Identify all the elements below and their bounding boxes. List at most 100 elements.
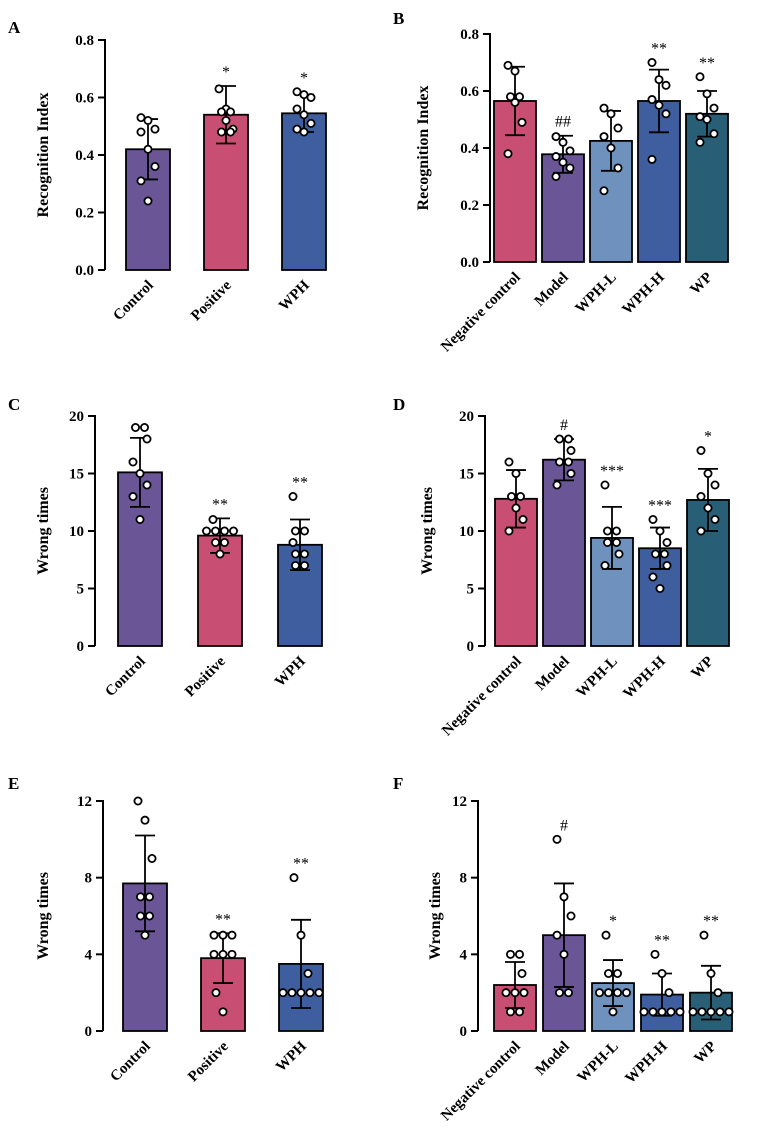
x-tick-label: Negative control	[438, 270, 524, 356]
data-point	[710, 480, 720, 490]
data-point	[505, 1007, 515, 1017]
data-point	[696, 445, 706, 455]
data-point	[136, 176, 146, 186]
y-tick-label: 8	[85, 871, 93, 887]
data-point	[504, 457, 514, 467]
significance-marker: *	[609, 913, 617, 930]
data-point	[657, 1007, 667, 1017]
y-tick-label: 5	[77, 582, 85, 598]
panel-letter: B	[393, 9, 404, 28]
data-point	[227, 930, 237, 940]
data-point	[647, 95, 657, 105]
data-point	[566, 445, 576, 455]
data-point	[724, 1007, 734, 1017]
data-point	[600, 561, 610, 571]
bar-group: ** WP	[688, 913, 734, 1067]
data-point	[654, 75, 664, 85]
data-point	[702, 89, 712, 99]
bar-group: # Model	[533, 817, 586, 1079]
significance-marker: #	[560, 417, 568, 434]
x-tick-label: WPH-H	[619, 269, 668, 318]
bar-group: # Model	[533, 417, 586, 694]
data-point	[688, 1007, 698, 1017]
bar-group: Control	[110, 113, 171, 324]
data-point	[696, 491, 706, 501]
x-tick-label: WP	[687, 270, 715, 298]
data-point	[606, 109, 616, 119]
data-point	[606, 143, 616, 153]
data-point	[599, 132, 609, 142]
data-point	[210, 526, 220, 536]
data-point	[218, 930, 228, 940]
data-point	[564, 457, 574, 467]
x-tick-label: WP	[691, 1039, 719, 1067]
data-point	[661, 109, 671, 119]
data-point	[150, 161, 160, 171]
data-point	[216, 127, 226, 137]
data-point	[706, 969, 716, 979]
data-point	[515, 1007, 525, 1017]
data-point	[566, 911, 576, 921]
bar	[117, 471, 163, 647]
data-point	[604, 988, 614, 998]
y-tick-label: 0.4	[460, 141, 479, 157]
significance-marker: **	[212, 496, 228, 513]
y-tick-label: 0.2	[75, 206, 94, 222]
data-point	[703, 503, 713, 513]
significance-marker: ##	[555, 114, 571, 131]
y-axis-label: Wrong times	[419, 487, 436, 575]
y-axis-label: Wrong times	[35, 872, 52, 960]
data-point	[214, 84, 224, 94]
x-tick-label: WPH	[272, 653, 309, 690]
data-point	[662, 561, 672, 571]
data-point	[510, 97, 520, 107]
y-tick-label: 0	[460, 1024, 468, 1040]
data-point	[648, 515, 658, 525]
data-point	[552, 930, 562, 940]
y-tick-label: 4	[460, 947, 468, 963]
data-point	[144, 892, 154, 902]
x-tick-label: Control	[110, 278, 156, 324]
data-point	[713, 988, 723, 998]
data-point	[552, 480, 562, 490]
data-point	[666, 1007, 676, 1017]
significance-marker: ***	[600, 463, 624, 480]
data-point	[517, 969, 527, 979]
x-tick-label: Model	[533, 1039, 573, 1079]
significance-marker: **	[293, 856, 309, 873]
y-axis-label: Wrong times	[427, 872, 444, 960]
data-point	[651, 549, 661, 559]
x-tick-label: WPH-L	[573, 270, 620, 317]
data-point	[558, 137, 568, 147]
bar-group: ## Model	[532, 114, 585, 310]
data-point	[135, 468, 145, 478]
data-point	[559, 949, 569, 959]
y-tick-label: 15	[459, 467, 474, 483]
data-point	[225, 127, 235, 137]
data-point	[601, 930, 611, 940]
data-point	[551, 171, 561, 181]
panel-b: B Recognition Index 0.0 0.2 0.4 0.6 0.8 Negativ…	[393, 9, 729, 356]
data-point	[564, 988, 574, 998]
data-point	[648, 1007, 658, 1017]
y-tick-label: 10	[459, 524, 474, 540]
data-point	[143, 116, 153, 126]
x-tick-label: WPH	[273, 1038, 310, 1075]
data-point	[130, 422, 140, 432]
data-point	[655, 584, 665, 594]
bar-group: ** WP	[685, 55, 729, 298]
data-point	[314, 988, 324, 998]
panel-letter: E	[8, 774, 19, 793]
data-point	[135, 892, 145, 902]
data-point	[564, 434, 574, 444]
data-point	[290, 526, 300, 536]
y-tick-label: 12	[452, 794, 467, 810]
x-tick-label: Model	[533, 654, 573, 694]
data-point	[510, 66, 520, 76]
y-tick-label: 0	[85, 1024, 93, 1040]
data-point	[552, 834, 562, 844]
bar-group: Negative control	[439, 457, 538, 739]
panel-c: C Wrong times 0 5 10 15 20 Control ** Positive ** W…	[8, 395, 323, 700]
data-point	[135, 515, 145, 525]
data-point	[150, 124, 160, 134]
